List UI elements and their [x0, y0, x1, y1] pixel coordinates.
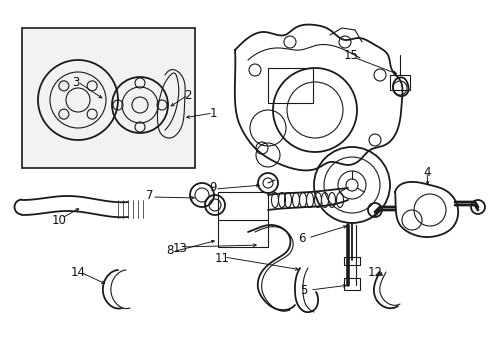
Bar	[267, 68, 312, 103]
Text: 7: 7	[146, 189, 153, 202]
Text: 2: 2	[184, 89, 191, 102]
Bar	[389, 75, 409, 90]
Text: 8: 8	[166, 243, 173, 257]
Text: 4: 4	[423, 166, 430, 179]
Text: 10: 10	[51, 213, 66, 226]
Bar	[343, 278, 359, 290]
Text: 11: 11	[214, 252, 229, 265]
Bar	[22, 28, 195, 168]
Text: 13: 13	[172, 242, 187, 255]
Text: 6: 6	[298, 231, 305, 244]
Text: 15: 15	[343, 49, 358, 62]
Text: 14: 14	[70, 266, 85, 279]
Text: 5: 5	[300, 284, 307, 297]
Text: 9: 9	[209, 180, 216, 194]
Text: 1: 1	[209, 107, 216, 120]
Text: 12: 12	[367, 266, 382, 279]
Bar	[218, 192, 267, 247]
Text: 3: 3	[72, 76, 80, 89]
